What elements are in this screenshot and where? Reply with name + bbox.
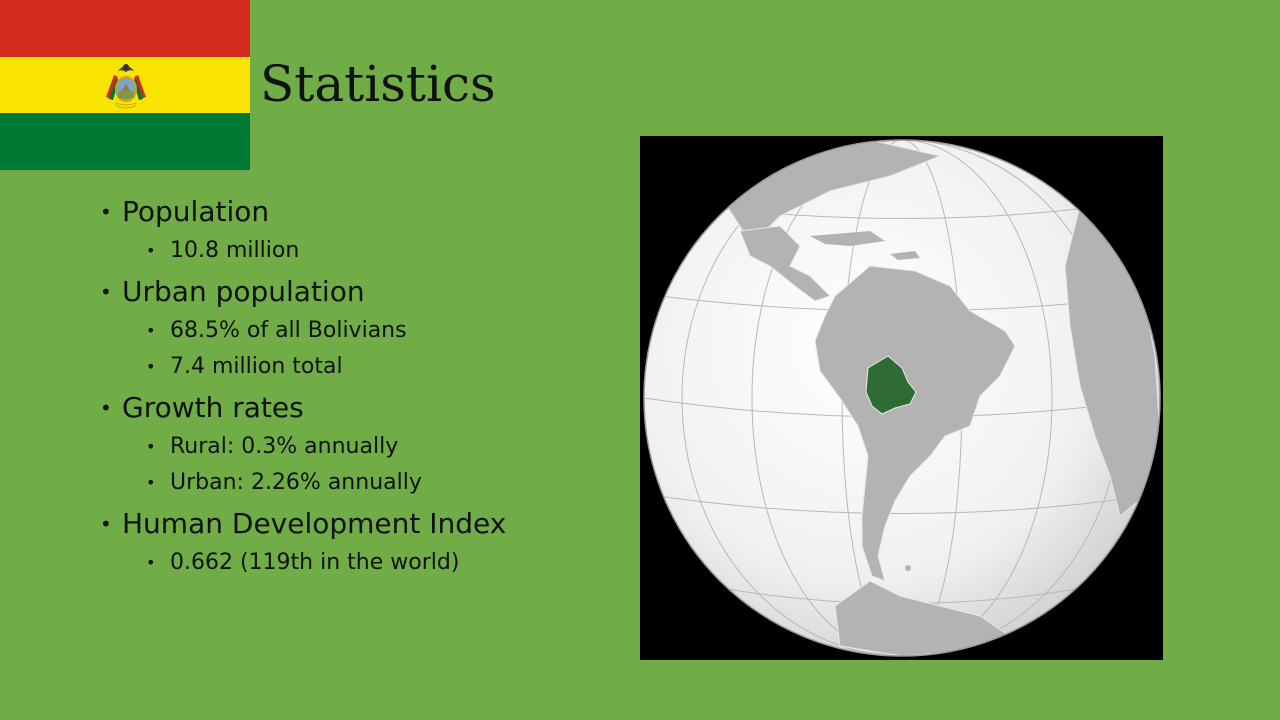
flag-yellow-stripe <box>0 56 250 114</box>
sub-bullet-hdi-value: • 0.662 (119th in the world) <box>100 548 620 578</box>
bullet-hdi: • Human Development Index <box>100 507 507 540</box>
bullet-dot: • <box>100 396 112 420</box>
globe-map <box>640 136 1163 660</box>
bullet-list: • Population • 10.8 million • Urban popu… <box>100 194 620 578</box>
sub-bullet-rural-growth: • Rural: 0.3% annually <box>100 432 620 462</box>
flag-green-stripe <box>0 113 250 170</box>
flag-red-stripe <box>0 0 250 57</box>
bullet-dot: • <box>100 200 112 224</box>
sub-bullet-dot: • <box>146 357 156 376</box>
slide-title: Statistics <box>260 55 496 113</box>
bolivia-highlight <box>865 355 917 415</box>
sub-bullet-dot: • <box>146 473 156 492</box>
coat-of-arms-icon <box>106 63 146 108</box>
sub-bullet-dot: • <box>146 437 156 456</box>
sub-bullet-dot: • <box>146 553 156 572</box>
bullet-urban-population: • Urban population <box>100 275 365 308</box>
sub-bullet-dot: • <box>146 321 156 340</box>
bolivia-flag <box>0 0 250 170</box>
sub-bullet-urban-total: • 7.4 million total <box>100 352 620 382</box>
bullet-population: • Population <box>100 195 270 228</box>
sub-bullet-urban-percent: • 68.5% of all Bolivians <box>100 316 620 346</box>
bullet-growth-rates: • Growth rates <box>100 391 304 424</box>
orthographic-globe-icon <box>643 139 1161 657</box>
sub-bullet-urban-growth: • Urban: 2.26% annually <box>100 468 620 498</box>
bullet-dot: • <box>100 512 112 536</box>
sub-bullet-dot: • <box>146 241 156 260</box>
sub-bullet-population-value: • 10.8 million <box>100 236 620 266</box>
bullet-dot: • <box>100 280 112 304</box>
